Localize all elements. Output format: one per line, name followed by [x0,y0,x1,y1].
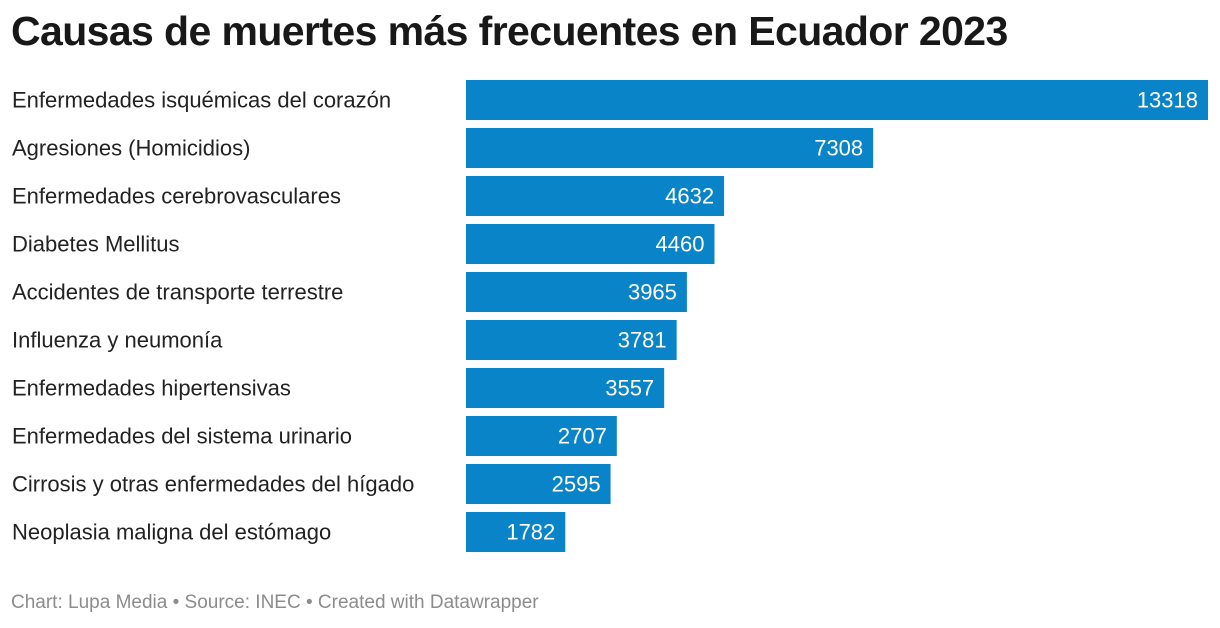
category-label: Enfermedades hipertensivas [12,376,291,401]
footer-source: Source: INEC [184,592,301,613]
value-label: 1782 [506,520,555,545]
value-label: 3965 [628,280,677,305]
footer-created-with: Created with Datawrapper [317,592,539,613]
category-label: Cirrosis y otras enfermedades del hígado [12,472,414,497]
bar [466,80,1208,120]
bar [466,272,687,312]
bar [466,176,725,216]
value-label: 13318 [1137,88,1198,113]
value-label: 3781 [618,328,667,353]
value-label: 2707 [558,424,607,449]
bars-layer: Enfermedades isquémicas del corazón 13318… [12,80,1208,552]
footer-separator-1: • [167,592,185,613]
value-label: 7308 [814,136,863,161]
value-label: 4460 [656,232,705,257]
bar [466,128,874,168]
category-label: Agresiones (Homicidios) [12,136,250,161]
bar [466,320,677,360]
category-label: Neoplasia maligna del estómago [12,520,331,545]
bar [466,224,715,264]
bar [466,416,617,456]
value-label: 2595 [552,472,601,497]
category-label: Enfermedades del sistema urinario [12,424,352,449]
bar-chart: Enfermedades isquémicas del corazón 13318… [12,80,1208,552]
bar [466,368,665,408]
bar [466,512,566,552]
bar [466,464,611,504]
category-label: Accidentes de transporte terrestre [12,280,343,305]
value-label: 4632 [665,184,714,209]
footer-separator-2: • [300,592,318,613]
chart-title: Causas de muertes más frecuentes en Ecua… [11,8,1008,54]
category-label: Enfermedades cerebrovasculares [12,184,341,209]
category-label: Enfermedades isquémicas del corazón [12,88,391,113]
value-label: 3557 [605,376,654,401]
chart-footer: Chart: Lupa Media • Source: INEC • Creat… [11,592,539,614]
category-label: Diabetes Mellitus [12,232,180,257]
category-label: Influenza y neumonía [12,328,223,353]
footer-chart-credit: Chart: Lupa Media [11,592,168,613]
